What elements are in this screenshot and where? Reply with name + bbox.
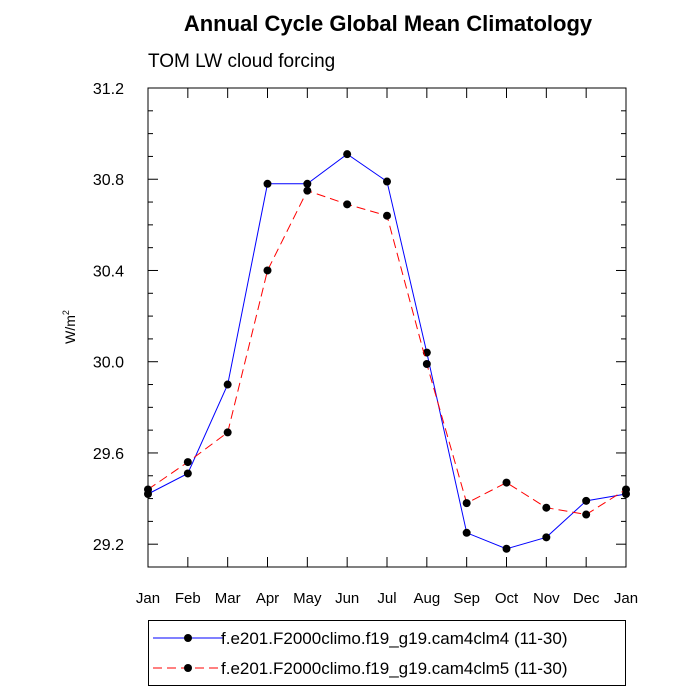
x-tick-label: Oct [495, 590, 519, 607]
x-tick-label: Jun [335, 590, 359, 607]
y-tick-label: 30.0 [93, 355, 124, 372]
data-point [183, 469, 192, 478]
x-tick-label: Aug [413, 590, 440, 607]
x-tick-label: Feb [175, 590, 201, 607]
y-tick-label: 29.2 [93, 537, 124, 554]
data-point [462, 499, 471, 508]
y-tick-label: 29.6 [93, 446, 124, 463]
legend-entry: f.e201.F2000climo.f19_g19.cam4clm4 (11-3… [153, 629, 567, 648]
x-tick-label: Sep [453, 590, 480, 607]
y-tick-label: 30.8 [93, 172, 124, 189]
data-point [542, 533, 551, 542]
data-point [343, 150, 352, 159]
x-tick-label: Jan [614, 590, 638, 607]
legend-entry: f.e201.F2000climo.f19_g19.cam4clm5 (11-3… [153, 659, 567, 678]
legend-swatch-marker [184, 634, 192, 642]
data-point [422, 359, 431, 368]
data-point [263, 266, 272, 275]
plot-frame [147, 87, 627, 568]
data-point [263, 179, 272, 188]
x-tick-label: Jan [136, 590, 160, 607]
y-tick-label: 30.4 [93, 263, 124, 280]
data-point [502, 478, 511, 487]
data-point [383, 211, 391, 220]
y-axis-label-exponent: 2 [61, 310, 71, 315]
x-tick-label: Mar [215, 590, 241, 607]
data-point [462, 528, 471, 537]
data-point [223, 380, 232, 389]
x-tick-label: Apr [256, 590, 279, 607]
y-axis-label: W/m2 [61, 310, 78, 344]
y-tick-label: 31.2 [93, 81, 124, 98]
data-point [383, 177, 391, 186]
data-point [183, 458, 192, 467]
chart-subtitle: TOM LW cloud forcing [148, 51, 335, 72]
legend-graphic: f.e201.F2000climo.f19_g19.cam4clm4 (11-3… [153, 629, 567, 678]
data-point [582, 496, 591, 505]
legend-label: f.e201.F2000climo.f19_g19.cam4clm5 (11-3… [221, 659, 567, 678]
x-tick-label: Nov [533, 590, 560, 607]
x-tick-label: May [293, 590, 322, 607]
data-point [343, 200, 352, 209]
y-axis-label-base: W/m [62, 315, 78, 344]
chart-title: Annual Cycle Global Mean Climatology [184, 11, 593, 36]
legend-swatch-marker [184, 664, 192, 672]
data-point [303, 186, 312, 195]
legend: f.e201.F2000climo.f19_g19.cam4clm4 (11-3… [148, 620, 626, 686]
x-tick-label: Jul [377, 590, 396, 607]
data-point [502, 544, 511, 553]
data-point [223, 428, 232, 437]
data-point [422, 348, 431, 357]
data-point [542, 503, 551, 512]
data-point [582, 510, 591, 519]
series-line [147, 189, 627, 516]
x-tick-label: Dec [573, 590, 600, 607]
legend-label: f.e201.F2000climo.f19_g19.cam4clm4 (11-3… [221, 629, 567, 648]
data-point [303, 179, 312, 188]
